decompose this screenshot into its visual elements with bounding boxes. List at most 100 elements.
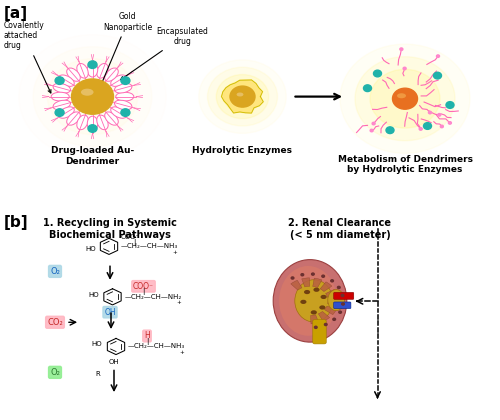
Circle shape [428,111,432,114]
Ellipse shape [81,89,94,96]
Circle shape [322,275,324,277]
Circle shape [419,128,422,130]
Circle shape [331,280,334,282]
Text: O₂: O₂ [50,368,60,377]
Text: OH: OH [104,308,116,317]
Ellipse shape [116,92,134,101]
Circle shape [370,129,373,132]
Circle shape [355,57,455,141]
Wedge shape [302,278,310,287]
Ellipse shape [295,280,333,322]
Ellipse shape [314,288,320,292]
Ellipse shape [114,100,132,110]
Circle shape [333,318,336,320]
Wedge shape [320,282,332,291]
Text: +: + [176,300,181,305]
Text: COO⁻: COO⁻ [133,282,154,291]
Wedge shape [326,289,338,297]
Wedge shape [318,312,330,321]
Circle shape [314,326,317,328]
FancyBboxPatch shape [334,292,354,299]
Ellipse shape [53,100,70,110]
Circle shape [448,122,452,124]
Text: Hydrolytic Enzymes: Hydrolytic Enzymes [192,146,292,155]
Text: [b]: [b] [4,215,28,230]
Circle shape [312,273,314,275]
Ellipse shape [320,295,326,299]
Ellipse shape [58,75,74,87]
Circle shape [301,274,304,276]
Circle shape [364,85,372,92]
Circle shape [55,109,64,116]
Text: Gold
Nanoparticle: Gold Nanoparticle [99,12,152,89]
Circle shape [386,127,394,134]
Circle shape [434,72,442,79]
Ellipse shape [66,112,80,125]
Text: HO: HO [88,292,99,298]
Ellipse shape [77,63,88,78]
Circle shape [88,125,97,132]
Ellipse shape [300,300,306,304]
Wedge shape [291,280,302,290]
Ellipse shape [97,115,108,130]
Ellipse shape [97,63,108,78]
Text: Covalently
attached
drug: Covalently attached drug [4,21,51,93]
Circle shape [291,277,294,279]
Ellipse shape [304,290,310,294]
Text: O₂: O₂ [50,267,60,276]
Circle shape [374,70,382,77]
Circle shape [324,323,327,326]
Ellipse shape [236,92,244,97]
Text: +: + [172,249,177,255]
Circle shape [400,48,403,50]
Circle shape [438,113,440,116]
Circle shape [216,75,269,118]
Text: Drug-loaded Au-
Dendrimer: Drug-loaded Au- Dendrimer [51,146,134,165]
FancyBboxPatch shape [313,320,326,344]
Circle shape [446,102,454,108]
Circle shape [370,69,440,128]
Circle shape [72,79,114,114]
Text: |: | [133,239,135,246]
Circle shape [372,122,375,125]
Ellipse shape [88,116,98,131]
Circle shape [208,67,278,126]
Ellipse shape [88,62,98,77]
Polygon shape [222,80,264,113]
Circle shape [341,294,344,297]
Circle shape [403,67,406,70]
Text: |: | [146,338,148,345]
Ellipse shape [66,68,80,81]
Circle shape [33,47,152,147]
Ellipse shape [114,84,132,93]
Ellipse shape [58,107,74,118]
Ellipse shape [310,310,317,315]
Circle shape [121,109,130,116]
Circle shape [121,77,130,84]
Wedge shape [324,306,336,315]
Circle shape [338,286,340,289]
Ellipse shape [104,112,118,125]
Circle shape [230,86,255,107]
Circle shape [339,311,342,313]
Text: OH: OH [108,359,119,365]
Circle shape [424,123,432,129]
Circle shape [48,59,138,134]
Text: —CH₂—CH—NH₂: —CH₂—CH—NH₂ [124,294,182,300]
Wedge shape [312,278,322,288]
Wedge shape [328,299,338,305]
FancyBboxPatch shape [334,302,351,309]
Ellipse shape [320,305,326,310]
Circle shape [342,303,344,305]
Ellipse shape [110,107,126,118]
Text: —CH₂—CH—NH₃: —CH₂—CH—NH₃ [128,344,185,349]
Circle shape [88,61,97,68]
Text: HO: HO [92,341,102,347]
Circle shape [224,81,261,112]
Text: 1. Recycling in Systemic
Biochemical Pathways: 1. Recycling in Systemic Biochemical Pat… [43,218,177,240]
Ellipse shape [77,115,88,130]
Ellipse shape [273,260,347,342]
Text: CO₂: CO₂ [47,318,63,327]
Text: R: R [95,371,100,377]
Ellipse shape [279,266,337,336]
